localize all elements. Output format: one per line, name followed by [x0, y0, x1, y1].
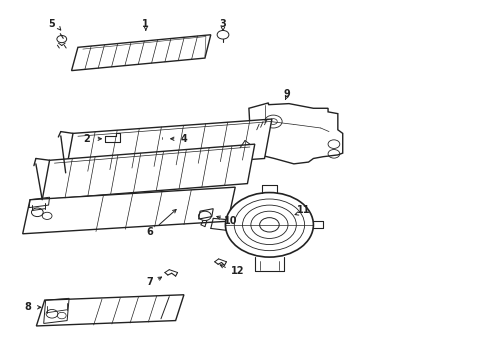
- Circle shape: [225, 193, 314, 257]
- Text: 9: 9: [283, 89, 290, 99]
- Text: 2: 2: [83, 134, 90, 144]
- Polygon shape: [42, 144, 255, 200]
- Polygon shape: [23, 187, 235, 234]
- Text: 6: 6: [147, 227, 153, 237]
- Text: 8: 8: [24, 302, 31, 312]
- Text: 12: 12: [231, 266, 245, 276]
- Text: 1: 1: [143, 19, 149, 29]
- Polygon shape: [36, 295, 184, 326]
- Text: 5: 5: [49, 19, 55, 29]
- Polygon shape: [66, 119, 272, 173]
- Text: 10: 10: [223, 216, 237, 226]
- Text: 11: 11: [297, 206, 310, 216]
- Text: 7: 7: [147, 277, 153, 287]
- Text: 4: 4: [180, 134, 187, 144]
- Text: 3: 3: [220, 19, 226, 29]
